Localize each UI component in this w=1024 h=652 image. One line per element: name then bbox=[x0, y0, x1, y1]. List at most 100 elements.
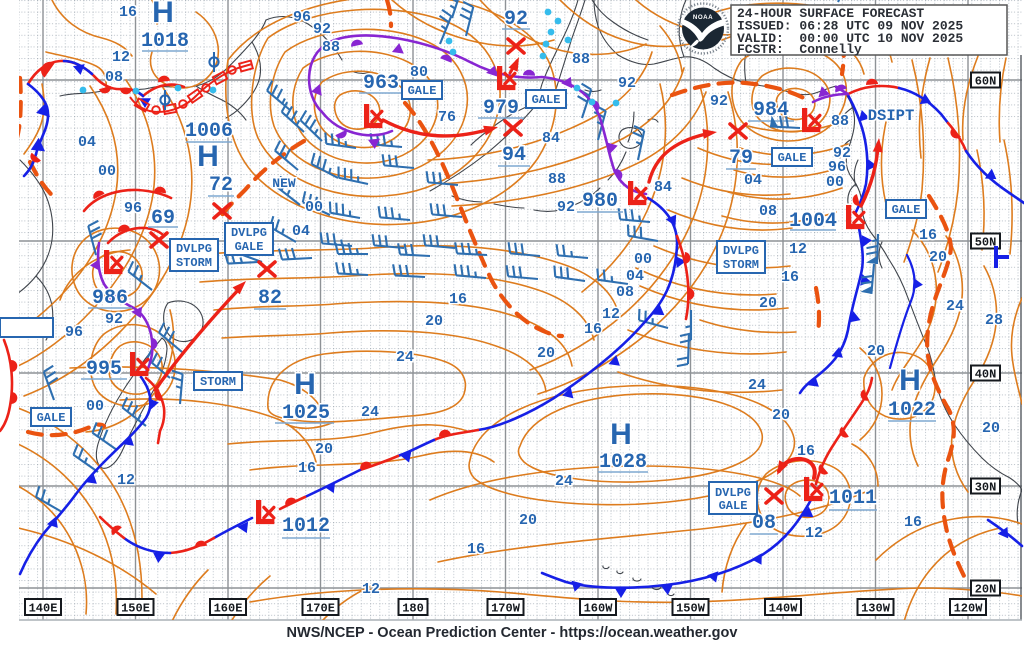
svg-text:94: 94 bbox=[502, 144, 526, 167]
svg-text:96: 96 bbox=[293, 9, 311, 26]
svg-text:STORM: STORM bbox=[723, 258, 759, 272]
svg-text:24: 24 bbox=[748, 377, 766, 394]
svg-text:DVLPG: DVLPG bbox=[715, 486, 751, 500]
svg-text:88: 88 bbox=[831, 113, 849, 130]
svg-text:170E: 170E bbox=[306, 602, 335, 616]
svg-text:DVLPG: DVLPG bbox=[231, 226, 267, 240]
svg-text:1018: 1018 bbox=[141, 30, 189, 53]
svg-text:12: 12 bbox=[112, 49, 130, 66]
svg-text:08: 08 bbox=[759, 203, 777, 220]
svg-text:150W: 150W bbox=[676, 602, 706, 616]
svg-text:92: 92 bbox=[710, 93, 728, 110]
svg-text:STORM: STORM bbox=[200, 375, 236, 389]
svg-text:150E: 150E bbox=[121, 602, 150, 616]
svg-text:20: 20 bbox=[425, 313, 443, 330]
svg-text:72: 72 bbox=[209, 174, 233, 197]
svg-text:96: 96 bbox=[828, 159, 846, 176]
svg-text:NEW: NEW bbox=[272, 176, 296, 191]
svg-text:STORM: STORM bbox=[176, 256, 212, 270]
svg-text:08: 08 bbox=[616, 284, 634, 301]
svg-text:88: 88 bbox=[322, 39, 340, 56]
svg-text:1006: 1006 bbox=[185, 120, 233, 143]
svg-text:NOAA: NOAA bbox=[693, 14, 713, 21]
svg-text:120W: 120W bbox=[954, 602, 984, 616]
svg-text:12: 12 bbox=[362, 581, 380, 598]
svg-text:963: 963 bbox=[363, 72, 399, 95]
svg-text:00: 00 bbox=[634, 251, 652, 268]
svg-text:80: 80 bbox=[410, 64, 428, 81]
svg-text:H: H bbox=[152, 0, 174, 29]
svg-text:20: 20 bbox=[537, 345, 555, 362]
svg-text:00: 00 bbox=[86, 398, 104, 415]
svg-text:1025: 1025 bbox=[282, 402, 330, 425]
svg-text:12: 12 bbox=[602, 306, 620, 323]
svg-text:92: 92 bbox=[313, 21, 331, 38]
svg-text:995: 995 bbox=[86, 358, 122, 381]
svg-text:08: 08 bbox=[105, 69, 123, 86]
svg-text:40N: 40N bbox=[975, 368, 997, 382]
svg-text:24: 24 bbox=[946, 298, 964, 315]
svg-text:ISSUED: 06:28 UTC 09 NOV 2025: ISSUED: 06:28 UTC 09 NOV 2025 bbox=[737, 19, 963, 34]
svg-text:140E: 140E bbox=[29, 602, 58, 616]
svg-text:GALE: GALE bbox=[778, 151, 807, 165]
svg-text:20: 20 bbox=[929, 249, 947, 266]
svg-text:79: 79 bbox=[729, 147, 753, 170]
svg-text:140W: 140W bbox=[769, 602, 799, 616]
svg-text:88: 88 bbox=[548, 171, 566, 188]
svg-text:1012: 1012 bbox=[282, 515, 330, 538]
svg-text:20: 20 bbox=[315, 441, 333, 458]
svg-text:24: 24 bbox=[361, 404, 379, 421]
svg-text:00: 00 bbox=[826, 174, 844, 191]
svg-text:12: 12 bbox=[789, 241, 807, 258]
svg-text:16: 16 bbox=[797, 443, 815, 460]
svg-text:24-HOUR SURFACE FORECAST: 24-HOUR SURFACE FORECAST bbox=[737, 6, 924, 21]
svg-text:160W: 160W bbox=[584, 602, 614, 616]
svg-text:04: 04 bbox=[744, 172, 762, 189]
svg-text:H: H bbox=[294, 368, 316, 401]
svg-text:92: 92 bbox=[105, 311, 123, 328]
svg-text:20: 20 bbox=[867, 343, 885, 360]
svg-text:1011: 1011 bbox=[829, 487, 877, 510]
svg-text:FCSTR: Connelly: FCSTR: Connelly bbox=[737, 42, 862, 57]
svg-text:92: 92 bbox=[504, 8, 528, 31]
svg-text:16: 16 bbox=[467, 541, 485, 558]
svg-text:24: 24 bbox=[396, 349, 414, 366]
svg-text:GALE: GALE bbox=[408, 84, 437, 98]
svg-text:DSIPT: DSIPT bbox=[868, 107, 915, 125]
svg-text:20N: 20N bbox=[975, 583, 997, 597]
svg-text:H: H bbox=[899, 364, 921, 397]
svg-text:92: 92 bbox=[557, 199, 575, 216]
svg-text:16: 16 bbox=[298, 460, 316, 477]
svg-text:170W: 170W bbox=[491, 602, 521, 616]
svg-text:130W: 130W bbox=[861, 602, 891, 616]
svg-text:GALE: GALE bbox=[37, 411, 66, 425]
svg-text:20: 20 bbox=[982, 420, 1000, 437]
svg-text:12: 12 bbox=[117, 472, 135, 489]
svg-text:24: 24 bbox=[555, 473, 573, 490]
svg-text:16: 16 bbox=[904, 514, 922, 531]
svg-text:12: 12 bbox=[805, 525, 823, 542]
svg-text:986: 986 bbox=[92, 287, 128, 310]
svg-text:NWS/NCEP - Ocean Prediction Ce: NWS/NCEP - Ocean Prediction Center - htt… bbox=[287, 625, 738, 641]
svg-text:20: 20 bbox=[519, 512, 537, 529]
svg-text:04: 04 bbox=[78, 134, 96, 151]
svg-text:92: 92 bbox=[833, 145, 851, 162]
svg-text:76: 76 bbox=[438, 109, 456, 126]
svg-text:979: 979 bbox=[483, 97, 519, 120]
svg-text:96: 96 bbox=[65, 324, 83, 341]
svg-text:16: 16 bbox=[584, 321, 602, 338]
svg-text:88: 88 bbox=[572, 51, 590, 68]
svg-text:16: 16 bbox=[781, 269, 799, 286]
svg-text:82: 82 bbox=[258, 287, 282, 310]
svg-text:04: 04 bbox=[626, 268, 644, 285]
svg-text:30N: 30N bbox=[975, 481, 997, 495]
svg-text:16: 16 bbox=[449, 291, 467, 308]
svg-text:DVLPG: DVLPG bbox=[176, 242, 212, 256]
svg-text:GALE: GALE bbox=[235, 240, 264, 254]
svg-text:04: 04 bbox=[292, 223, 310, 240]
svg-text:GALE: GALE bbox=[892, 203, 921, 217]
svg-text:00: 00 bbox=[305, 199, 323, 216]
svg-text:16: 16 bbox=[119, 4, 137, 21]
svg-text:1022: 1022 bbox=[888, 399, 936, 422]
svg-text:160E: 160E bbox=[214, 602, 243, 616]
